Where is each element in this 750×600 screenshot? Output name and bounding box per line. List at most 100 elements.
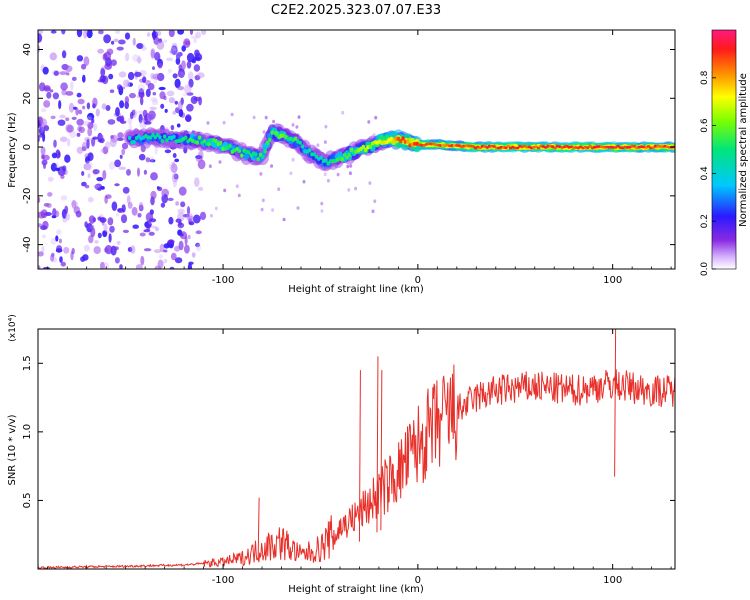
- ridge-point: [300, 144, 305, 149]
- noise-blob: [177, 222, 185, 229]
- noise-blob: [111, 40, 115, 45]
- noise-blob: [172, 73, 178, 79]
- snr-y-ticks: 0.5 1.0 1.5: [22, 355, 675, 508]
- noise-blob: [152, 92, 157, 96]
- ridge-point: [153, 135, 157, 140]
- noise-blob: [65, 117, 70, 122]
- noise-blob: [186, 206, 191, 216]
- noise-blob: [175, 107, 180, 114]
- noise-blob: [150, 48, 156, 58]
- ridge-point: [172, 134, 176, 139]
- ridge-point: [586, 146, 590, 150]
- noise-blob: [174, 245, 181, 252]
- noise-blob: [157, 62, 163, 69]
- noise-blob: [171, 42, 178, 52]
- noise-blob: [131, 206, 138, 216]
- noise-blob: [113, 38, 119, 43]
- noise-blob: [39, 133, 44, 138]
- noise-blob: [42, 234, 46, 239]
- noise-blob: [53, 70, 59, 76]
- ridge-point: [132, 139, 136, 145]
- snr-spikes: [257, 329, 617, 560]
- ridge-point: [342, 152, 347, 157]
- noise-blob: [115, 107, 120, 117]
- noise-blob: [137, 167, 140, 177]
- noise-blob: [103, 262, 110, 269]
- noise-blob: [121, 204, 126, 213]
- ridge-point: [298, 140, 302, 145]
- spectrogram-ridge: [123, 123, 675, 172]
- noise-blob: [214, 206, 218, 211]
- noise-blob: [172, 153, 177, 158]
- noise-blob: [142, 76, 147, 83]
- ridge-point: [361, 144, 365, 149]
- noise-blob: [182, 92, 189, 97]
- noise-blob: [88, 196, 93, 203]
- ridge-point: [148, 135, 153, 140]
- noise-blob: [170, 252, 177, 261]
- noise-blob: [100, 261, 105, 269]
- noise-blob: [43, 85, 51, 92]
- noise-blob: [161, 193, 168, 204]
- noise-blob: [42, 66, 49, 75]
- noise-blob: [41, 245, 45, 253]
- noise-blob: [163, 95, 167, 101]
- ridge-point: [413, 141, 417, 146]
- noise-blob: [323, 172, 327, 177]
- noise-blob: [166, 90, 175, 97]
- colorbar-tick-label: 0.2: [700, 214, 710, 228]
- noise-blob: [114, 159, 121, 168]
- noise-blob: [121, 148, 126, 155]
- noise-blob: [103, 223, 108, 232]
- noise-blob: [181, 60, 186, 71]
- snr-panel: -100 0 100 0.5 1.0 1.5 Height of straight li…: [7, 314, 676, 595]
- noise-blob: [324, 124, 328, 129]
- noise-blob: [118, 166, 126, 170]
- noise-blob: [194, 74, 201, 81]
- noise-blob: [109, 161, 115, 170]
- noise-blob: [116, 46, 124, 51]
- noise-blob: [94, 183, 103, 191]
- noise-blob: [82, 254, 89, 261]
- noise-blob: [83, 30, 88, 39]
- noise-blob: [123, 142, 127, 149]
- spectrogram-panel: -100 0 100 -40 -20 0 20 40 Height of straight …: [7, 29, 676, 295]
- noise-blob: [64, 205, 69, 214]
- spectrogram-x-label: Height of straight line (km): [288, 284, 424, 295]
- noise-blob: [40, 209, 48, 219]
- noise-blob: [103, 51, 112, 60]
- noise-blob: [320, 201, 324, 206]
- noise-blob: [82, 74, 86, 83]
- noise-blob: [138, 113, 143, 124]
- noise-blob: [186, 92, 194, 96]
- ridge-point: [515, 146, 520, 150]
- noise-blob: [49, 52, 57, 61]
- noise-blob: [104, 62, 113, 70]
- ridge-point: [286, 136, 291, 141]
- noise-blob: [150, 72, 155, 80]
- noise-blob: [145, 88, 151, 98]
- noise-blob: [85, 160, 93, 171]
- noise-blob: [38, 251, 44, 257]
- noise-blob: [174, 257, 183, 264]
- noise-blob: [222, 120, 226, 125]
- noise-blob: [59, 114, 66, 119]
- noise-blob: [187, 215, 194, 223]
- ridge-point: [237, 148, 242, 153]
- noise-blob: [349, 164, 353, 168]
- noise-blob: [158, 254, 164, 259]
- noise-blob: [92, 136, 98, 140]
- noise-blob: [127, 71, 135, 81]
- noise-blob: [206, 121, 210, 125]
- noise-blob: [152, 73, 161, 80]
- noise-blob: [181, 45, 186, 52]
- noise-blob: [109, 137, 117, 148]
- noise-blob: [60, 82, 68, 91]
- ridge-point: [307, 148, 312, 153]
- noise-blob: [193, 56, 201, 61]
- ridge-point: [207, 142, 211, 147]
- noise-blob: [114, 183, 120, 187]
- ridge-point: [392, 138, 396, 143]
- noise-blob: [177, 86, 185, 91]
